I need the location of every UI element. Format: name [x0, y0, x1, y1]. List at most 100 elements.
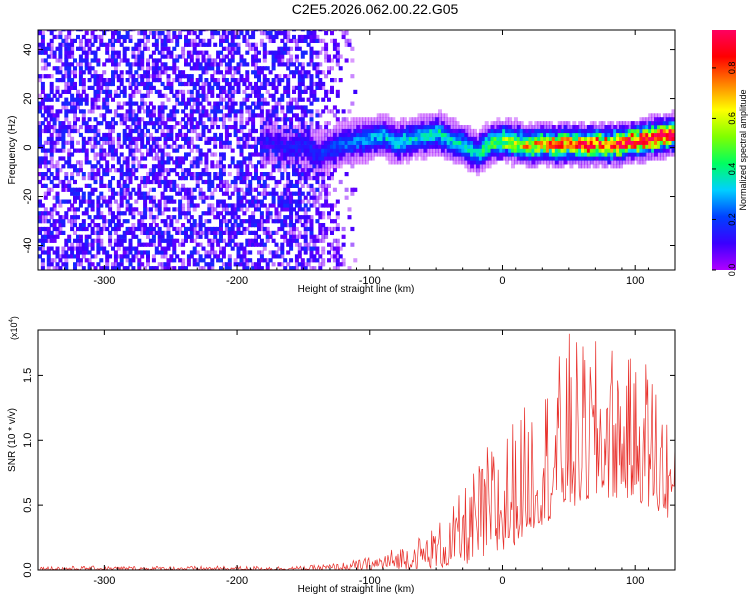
spectrogram-cell: [274, 113, 279, 118]
spectrogram-cell: [306, 199, 311, 204]
spectrogram-cell: [254, 50, 258, 55]
spectrogram-cell: [245, 136, 250, 141]
spectrogram-cell: [581, 140, 585, 145]
spectrogram-cell: [140, 140, 145, 145]
spectrogram-cell: [309, 81, 314, 87]
spectrogram-cell: [230, 89, 235, 94]
spectrogram-cell: [157, 144, 162, 149]
spectrogram-cell: [166, 78, 171, 83]
spectrogram-cell: [224, 223, 229, 228]
spectrogram-cell: [271, 140, 276, 145]
spectrogram-cell: [633, 144, 638, 149]
spectrogram-cell: [233, 109, 238, 114]
spectrogram-cell: [432, 148, 437, 153]
spectrogram-cell: [408, 121, 413, 126]
spectrogram-cell: [315, 152, 320, 157]
spectrogram-cell: [624, 144, 629, 149]
spectrogram-cell: [592, 121, 597, 126]
spectrogram-cell: [189, 199, 194, 204]
spectrogram-cell: [557, 136, 562, 141]
spectrogram-cell: [464, 136, 469, 141]
spectrogram-cell: [90, 230, 95, 235]
spectrogram-cell: [148, 207, 153, 212]
spectrogram-cell: [376, 132, 381, 138]
spectrogram-cell: [111, 62, 115, 67]
spectrogram-cell: [627, 140, 632, 145]
spectrogram-cell: [52, 226, 57, 232]
spectrogram-cell: [78, 81, 83, 87]
spectrogram-cell: [563, 132, 568, 138]
spectrogram-cell: [151, 31, 156, 36]
spectrogram-cell: [70, 254, 75, 259]
spectrogram-cell: [619, 164, 623, 169]
spectrogram-cell: [277, 144, 282, 149]
spectrogram-cell: [318, 164, 323, 169]
spectrogram-cell: [58, 168, 63, 173]
spectrogram-cell: [189, 105, 194, 110]
spectrogram-cell: [73, 113, 77, 118]
spectrogram-cell: [280, 226, 285, 232]
spectrogram-cell: [245, 74, 250, 79]
spectrogram-cell: [73, 164, 77, 169]
spectrogram-cell: [274, 125, 279, 130]
spectrogram-cell: [198, 230, 203, 235]
spectrogram-cell: [300, 176, 305, 181]
spectrogram-cell: [204, 113, 209, 118]
spectrogram-cell: [315, 109, 320, 114]
spectrogram-cell: [341, 156, 346, 161]
spectrogram-cell: [184, 187, 188, 192]
spectrogram-cell: [309, 62, 314, 67]
spectrogram-cell: [297, 136, 302, 141]
spectrogram-cell: [169, 85, 174, 90]
spectrogram-cell: [268, 50, 273, 55]
spectrogram-cell: [216, 117, 221, 122]
spectrogram-cell: [519, 140, 524, 145]
spectrogram-cell: [160, 160, 165, 165]
spectrogram-cell: [227, 254, 232, 259]
spectrogram-cell: [113, 238, 118, 243]
spectrogram-cell: [99, 230, 104, 235]
spectrogram-cell: [239, 105, 244, 110]
spectrogram-cell: [251, 42, 256, 47]
spectrogram-cell: [46, 42, 51, 47]
spectrogram-cell: [318, 211, 323, 216]
spectrogram-cell: [128, 30, 133, 32]
spectrogram-cell: [572, 125, 577, 130]
spectrogram-cell: [245, 78, 250, 83]
spectrogram-cell: [417, 152, 422, 157]
spectrogram-cell: [146, 46, 150, 51]
spectrogram-cell: [335, 58, 340, 63]
spectrogram-cell: [385, 125, 390, 130]
spectrogram-cell: [128, 238, 133, 243]
spectrogram-cell: [239, 203, 244, 208]
spectrogram-cell: [432, 117, 437, 122]
spectrogram-cell: [274, 215, 279, 220]
spectrogram-cell: [198, 42, 203, 47]
spectrogram-cell: [108, 140, 113, 145]
spectrogram-cell: [113, 199, 118, 204]
spectrogram-cell: [294, 125, 299, 130]
spectrogram-cell: [443, 144, 448, 149]
spectrogram-cell: [265, 160, 270, 165]
spectrogram-cell: [306, 136, 311, 141]
spectrogram-cell: [131, 246, 136, 251]
spectrogram-cell: [292, 30, 296, 32]
spectrogram-cell: [96, 195, 101, 200]
spectrogram-cell: [277, 140, 282, 145]
spectrogram-cell: [93, 156, 98, 161]
spectrogram-cell: [546, 140, 550, 145]
spectrogram-cell: [537, 136, 542, 141]
spectrogram-cell: [216, 176, 221, 181]
spectrogram-cell: [359, 121, 364, 126]
spectrogram-cell: [116, 226, 121, 232]
spectrogram-cell: [166, 74, 171, 79]
spectrogram-cell: [49, 89, 54, 94]
spectrogram-cell: [160, 266, 165, 270]
spectrogram-cell: [490, 144, 495, 149]
spectrogram-cell: [303, 226, 308, 232]
spectrogram-cell: [52, 238, 57, 243]
spectrogram-cell: [213, 132, 218, 138]
spectrogram-cell: [332, 246, 337, 251]
spectrogram-cell: [522, 140, 527, 145]
spectrogram-cell: [350, 148, 355, 153]
